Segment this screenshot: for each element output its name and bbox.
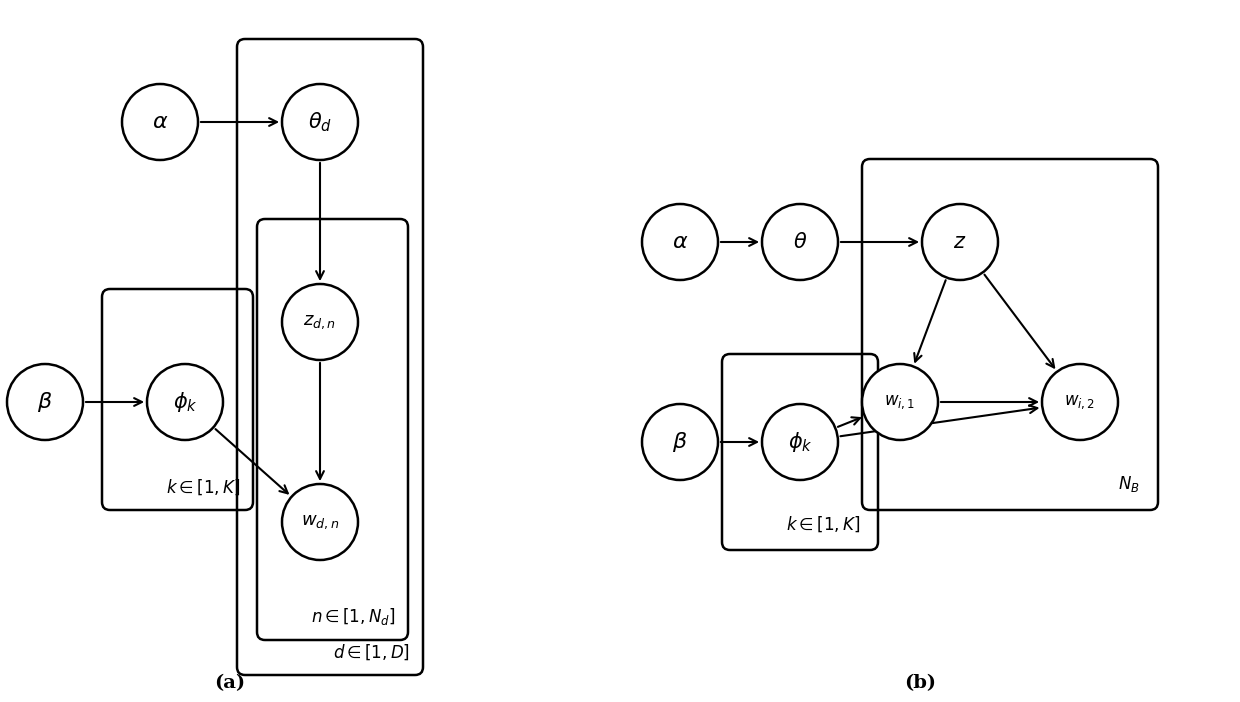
Text: $\beta$: $\beta$	[37, 390, 53, 414]
Text: $w_{i,2}$: $w_{i,2}$	[1064, 393, 1095, 411]
Text: $\phi_k$: $\phi_k$	[787, 430, 812, 454]
Circle shape	[281, 284, 358, 360]
Circle shape	[281, 484, 358, 560]
Text: $d \in [1, D]$: $d \in [1, D]$	[334, 642, 410, 662]
Circle shape	[122, 84, 198, 160]
Text: $k \in [1, K]$: $k \in [1, K]$	[786, 515, 861, 534]
Circle shape	[763, 204, 838, 280]
Text: $N_B$: $N_B$	[1118, 474, 1140, 494]
Text: $\alpha$: $\alpha$	[672, 231, 688, 253]
Circle shape	[281, 84, 358, 160]
Text: $w_{i,1}$: $w_{i,1}$	[884, 393, 915, 411]
Text: $z_{d,n}$: $z_{d,n}$	[304, 313, 336, 331]
Text: $\alpha$: $\alpha$	[151, 111, 169, 133]
Circle shape	[642, 404, 718, 480]
Text: $z$: $z$	[954, 232, 967, 251]
Text: $n \in [1, N_d]$: $n \in [1, N_d]$	[310, 606, 396, 627]
Text: $\beta$: $\beta$	[672, 430, 688, 454]
Text: $\theta$: $\theta$	[792, 232, 807, 252]
Text: $k \in [1, K]$: $k \in [1, K]$	[166, 477, 241, 497]
Circle shape	[642, 204, 718, 280]
Text: $\theta_d$: $\theta_d$	[308, 110, 332, 134]
Circle shape	[763, 404, 838, 480]
Text: $\phi_k$: $\phi_k$	[172, 390, 197, 414]
Text: (a): (a)	[215, 674, 246, 692]
Circle shape	[923, 204, 998, 280]
Text: (b): (b)	[904, 674, 936, 692]
Circle shape	[1042, 364, 1118, 440]
Circle shape	[7, 364, 83, 440]
Text: $w_{d,n}$: $w_{d,n}$	[301, 513, 340, 531]
Circle shape	[148, 364, 223, 440]
Circle shape	[862, 364, 937, 440]
